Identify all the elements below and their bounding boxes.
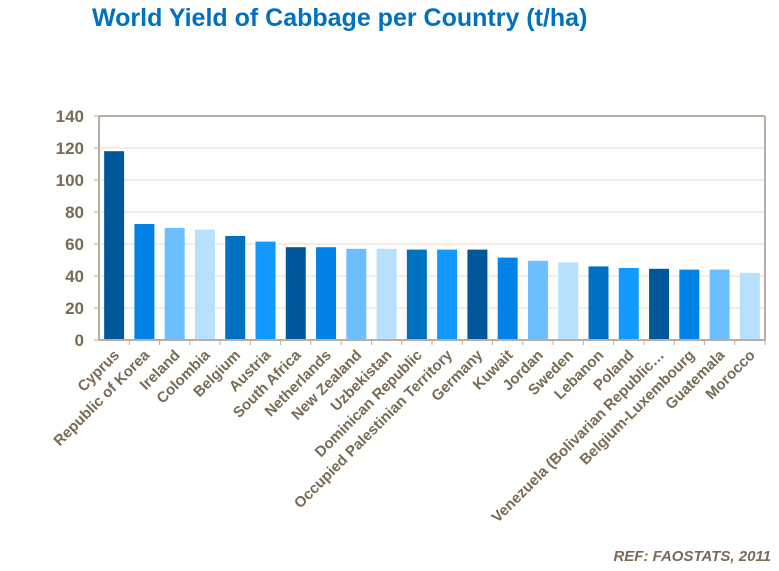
y-tick-label: 40 — [65, 267, 84, 286]
bar — [316, 247, 337, 340]
bar — [406, 249, 427, 340]
y-tick-label: 80 — [65, 203, 84, 222]
bar — [527, 260, 548, 340]
y-tick-label: 100 — [56, 171, 84, 190]
bar — [104, 151, 125, 340]
bar — [134, 224, 155, 340]
bar — [618, 268, 639, 340]
bar — [497, 257, 518, 340]
y-tick-label: 140 — [56, 107, 84, 126]
y-tick-label: 0 — [75, 331, 84, 350]
y-tick-label: 20 — [65, 299, 84, 318]
y-tick-label: 120 — [56, 139, 84, 158]
bar — [376, 248, 397, 340]
bar — [467, 249, 488, 340]
bar — [285, 247, 306, 340]
bar — [437, 249, 458, 340]
y-tick-label: 60 — [65, 235, 84, 254]
bar — [346, 248, 367, 340]
bar — [255, 241, 276, 340]
bar — [679, 269, 700, 340]
bar — [164, 228, 185, 340]
bar — [739, 272, 760, 340]
source-reference: REF: FAOSTATS, 2011 — [613, 548, 771, 565]
bar — [194, 229, 215, 340]
bar — [588, 266, 609, 340]
bar — [225, 236, 246, 340]
bar — [709, 269, 730, 340]
chart-title: World Yield of Cabbage per Country (t/ha… — [92, 4, 588, 32]
bar — [649, 268, 670, 340]
bar — [558, 262, 579, 340]
